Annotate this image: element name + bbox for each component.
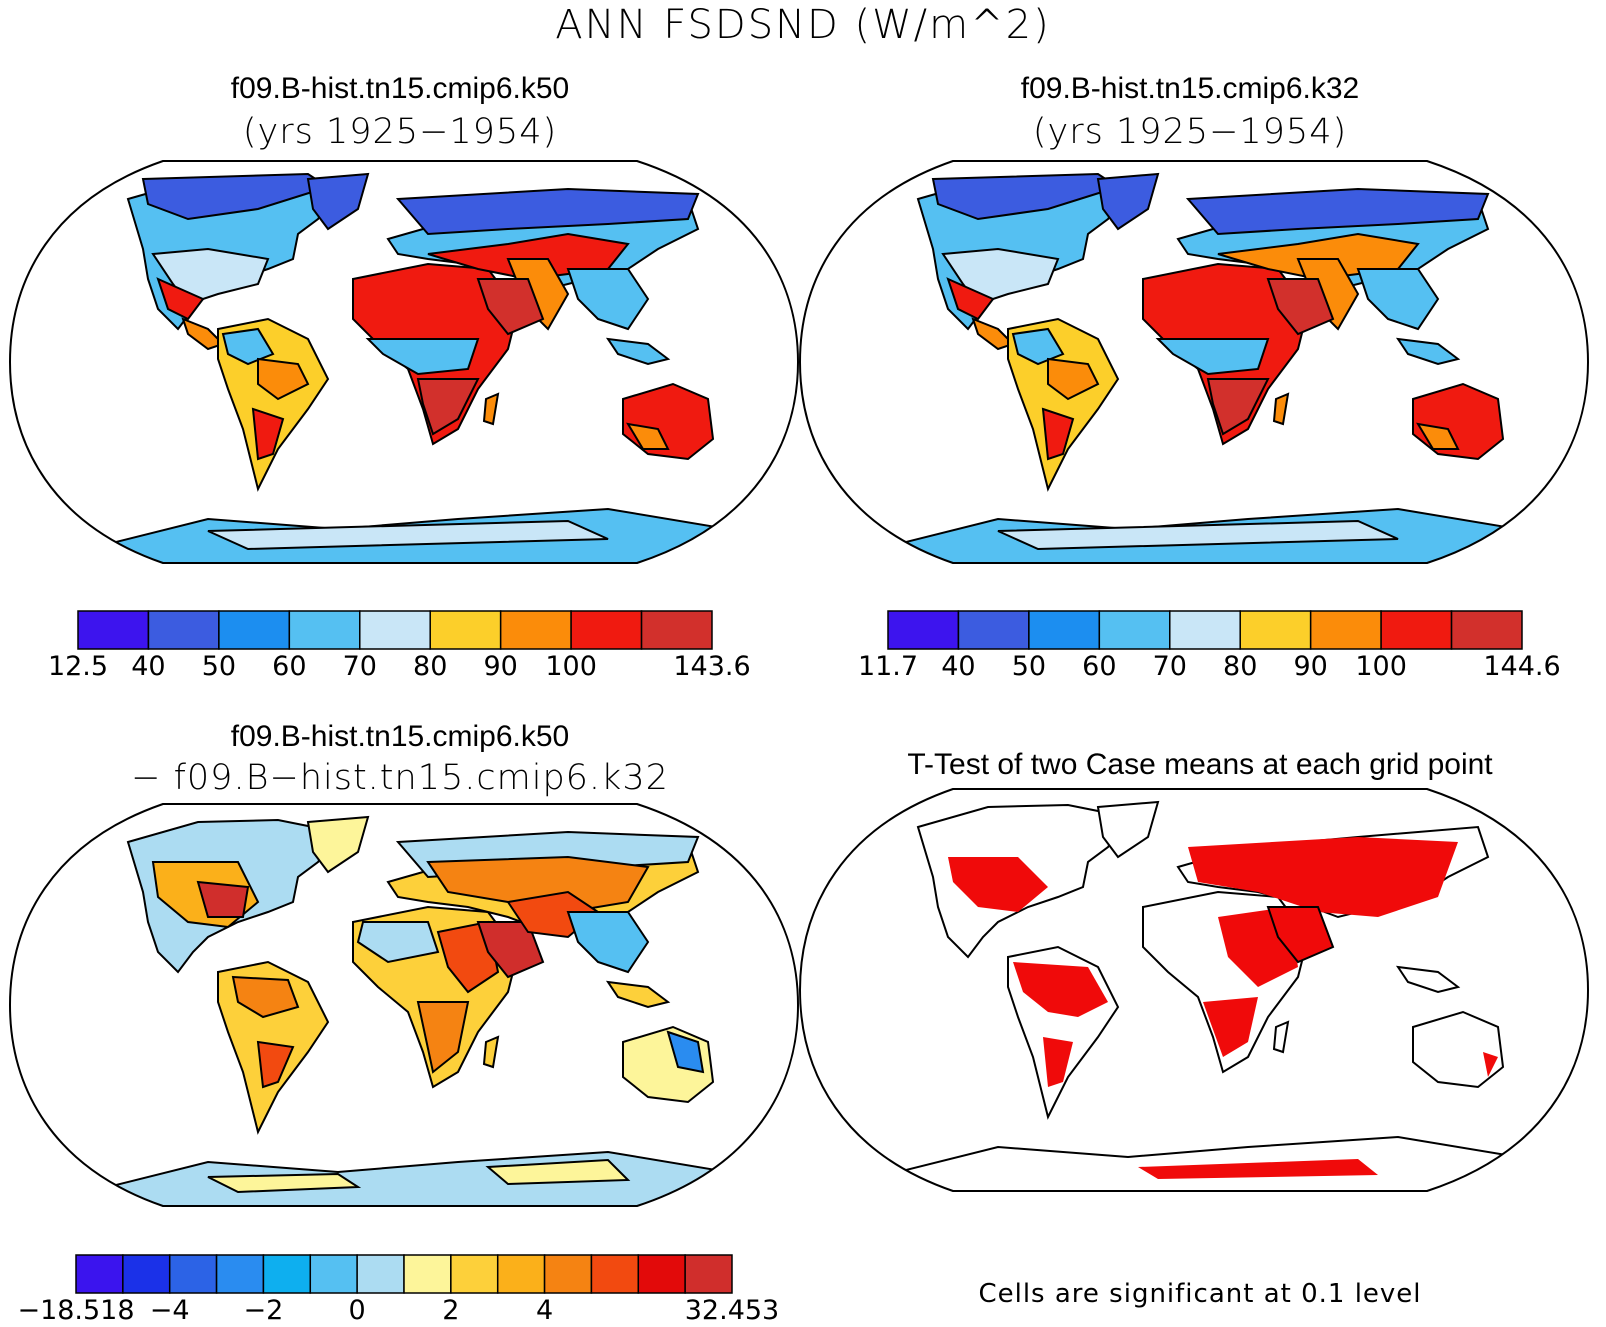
colorbar-tick-label: 70 (1152, 651, 1187, 682)
panel-subtitle-difference: − f09.B−hist.tn15.cmip6.k32 (131, 758, 669, 798)
colorbar-swatch (957, 610, 1030, 650)
colorbar-swatch (1028, 610, 1101, 650)
colorbar-swatch (450, 1254, 499, 1294)
page-title: ANN FSDSND (W/m^2) (555, 2, 1051, 48)
colorbar-swatch (640, 610, 713, 650)
colorbar-swatch (429, 610, 502, 650)
colorbar-swatch (75, 1254, 124, 1294)
colorbar-swatch (77, 610, 150, 650)
map-difference (8, 802, 802, 1214)
colorbar-swatch (1380, 610, 1453, 650)
colorbar-swatch (1309, 610, 1382, 650)
colorbar-tick-label: 80 (413, 651, 448, 682)
colorbar-tick-label: 2 (442, 1295, 460, 1326)
colorbar-tick-label: 60 (272, 651, 307, 682)
colorbar-tick-label: 4 (535, 1295, 554, 1326)
colorbar-tick-label: 70 (342, 651, 377, 682)
colorbar-tick-label: −18.518 (17, 1295, 135, 1326)
colorbar-k50 (77, 610, 713, 650)
colorbar-tick-label: 12.5 (47, 651, 109, 682)
colorbar-swatch (1450, 610, 1523, 650)
panel-title-k32: f09.B-hist.tn15.cmip6.k32 (1020, 72, 1360, 105)
panel-title-difference: f09.B-hist.tn15.cmip6.k50 (230, 720, 570, 753)
colorbar-tick-label: 50 (201, 651, 237, 682)
colorbar-tick-label: 144.6 (1483, 651, 1561, 682)
colorbar-tick-label: 100 (545, 651, 597, 682)
colorbar-swatch (570, 610, 643, 650)
colorbar-swatch (1239, 610, 1312, 650)
colorbar-swatch (218, 610, 291, 650)
colorbar-swatch (403, 1254, 452, 1294)
colorbar-tick-label: 143.6 (673, 651, 751, 682)
colorbar-swatch (262, 1254, 312, 1294)
colorbar-swatch (887, 610, 960, 650)
colorbar-tick-label: 60 (1082, 651, 1117, 682)
colorbar-tick-label: −4 (149, 1295, 190, 1326)
colorbar-swatch (1098, 610, 1171, 650)
colorbar-tick-label: 90 (1293, 651, 1328, 682)
colorbar-swatch (288, 610, 361, 650)
colorbar-swatch (356, 1254, 405, 1294)
colorbar-swatch (215, 1254, 265, 1294)
colorbar-k32 (887, 610, 1523, 650)
colorbar-tick-label: 40 (131, 651, 166, 682)
colorbar-tick-label: 40 (941, 651, 976, 682)
colorbar-swatch (359, 610, 431, 650)
colorbar-tick-label: 90 (483, 651, 518, 682)
colorbar-swatch (496, 1254, 546, 1294)
colorbar-tick-label: −2 (243, 1295, 284, 1326)
colorbar-swatch (147, 610, 220, 650)
colorbar-tick-label: 80 (1223, 651, 1258, 682)
colorbar-swatch (309, 1254, 358, 1294)
panel-subtitle-k50: (yrs 1925−1954) (242, 112, 558, 152)
colorbar-swatch (543, 1254, 593, 1294)
colorbar-tick-label: 100 (1355, 651, 1407, 682)
colorbar-tick-label: 50 (1011, 651, 1047, 682)
colorbar-tick-label: 11.7 (857, 651, 919, 682)
panel-title-ttest: T-Test of two Case means at each grid po… (907, 748, 1493, 781)
colorbar-swatch (590, 1254, 640, 1294)
colorbar-tick-label: 0 (348, 1295, 366, 1326)
colorbar-swatch (122, 1254, 171, 1294)
colorbar-swatch (168, 1254, 218, 1294)
significance-footnote: Cells are significant at 0.1 level (978, 1279, 1422, 1309)
colorbar-difference (75, 1254, 733, 1294)
map-k50 (8, 159, 802, 571)
colorbar-swatch (637, 1254, 686, 1294)
panel-title-k50: f09.B-hist.tn15.cmip6.k50 (230, 72, 570, 105)
colorbar-swatch (499, 610, 572, 650)
map-k32 (798, 159, 1592, 571)
colorbar-swatch (684, 1254, 733, 1294)
colorbar-swatch (1169, 610, 1241, 650)
panel-subtitle-k32: (yrs 1925−1954) (1032, 112, 1348, 152)
colorbar-tick-label: 32.453 (684, 1295, 780, 1326)
map-ttest (798, 787, 1592, 1199)
